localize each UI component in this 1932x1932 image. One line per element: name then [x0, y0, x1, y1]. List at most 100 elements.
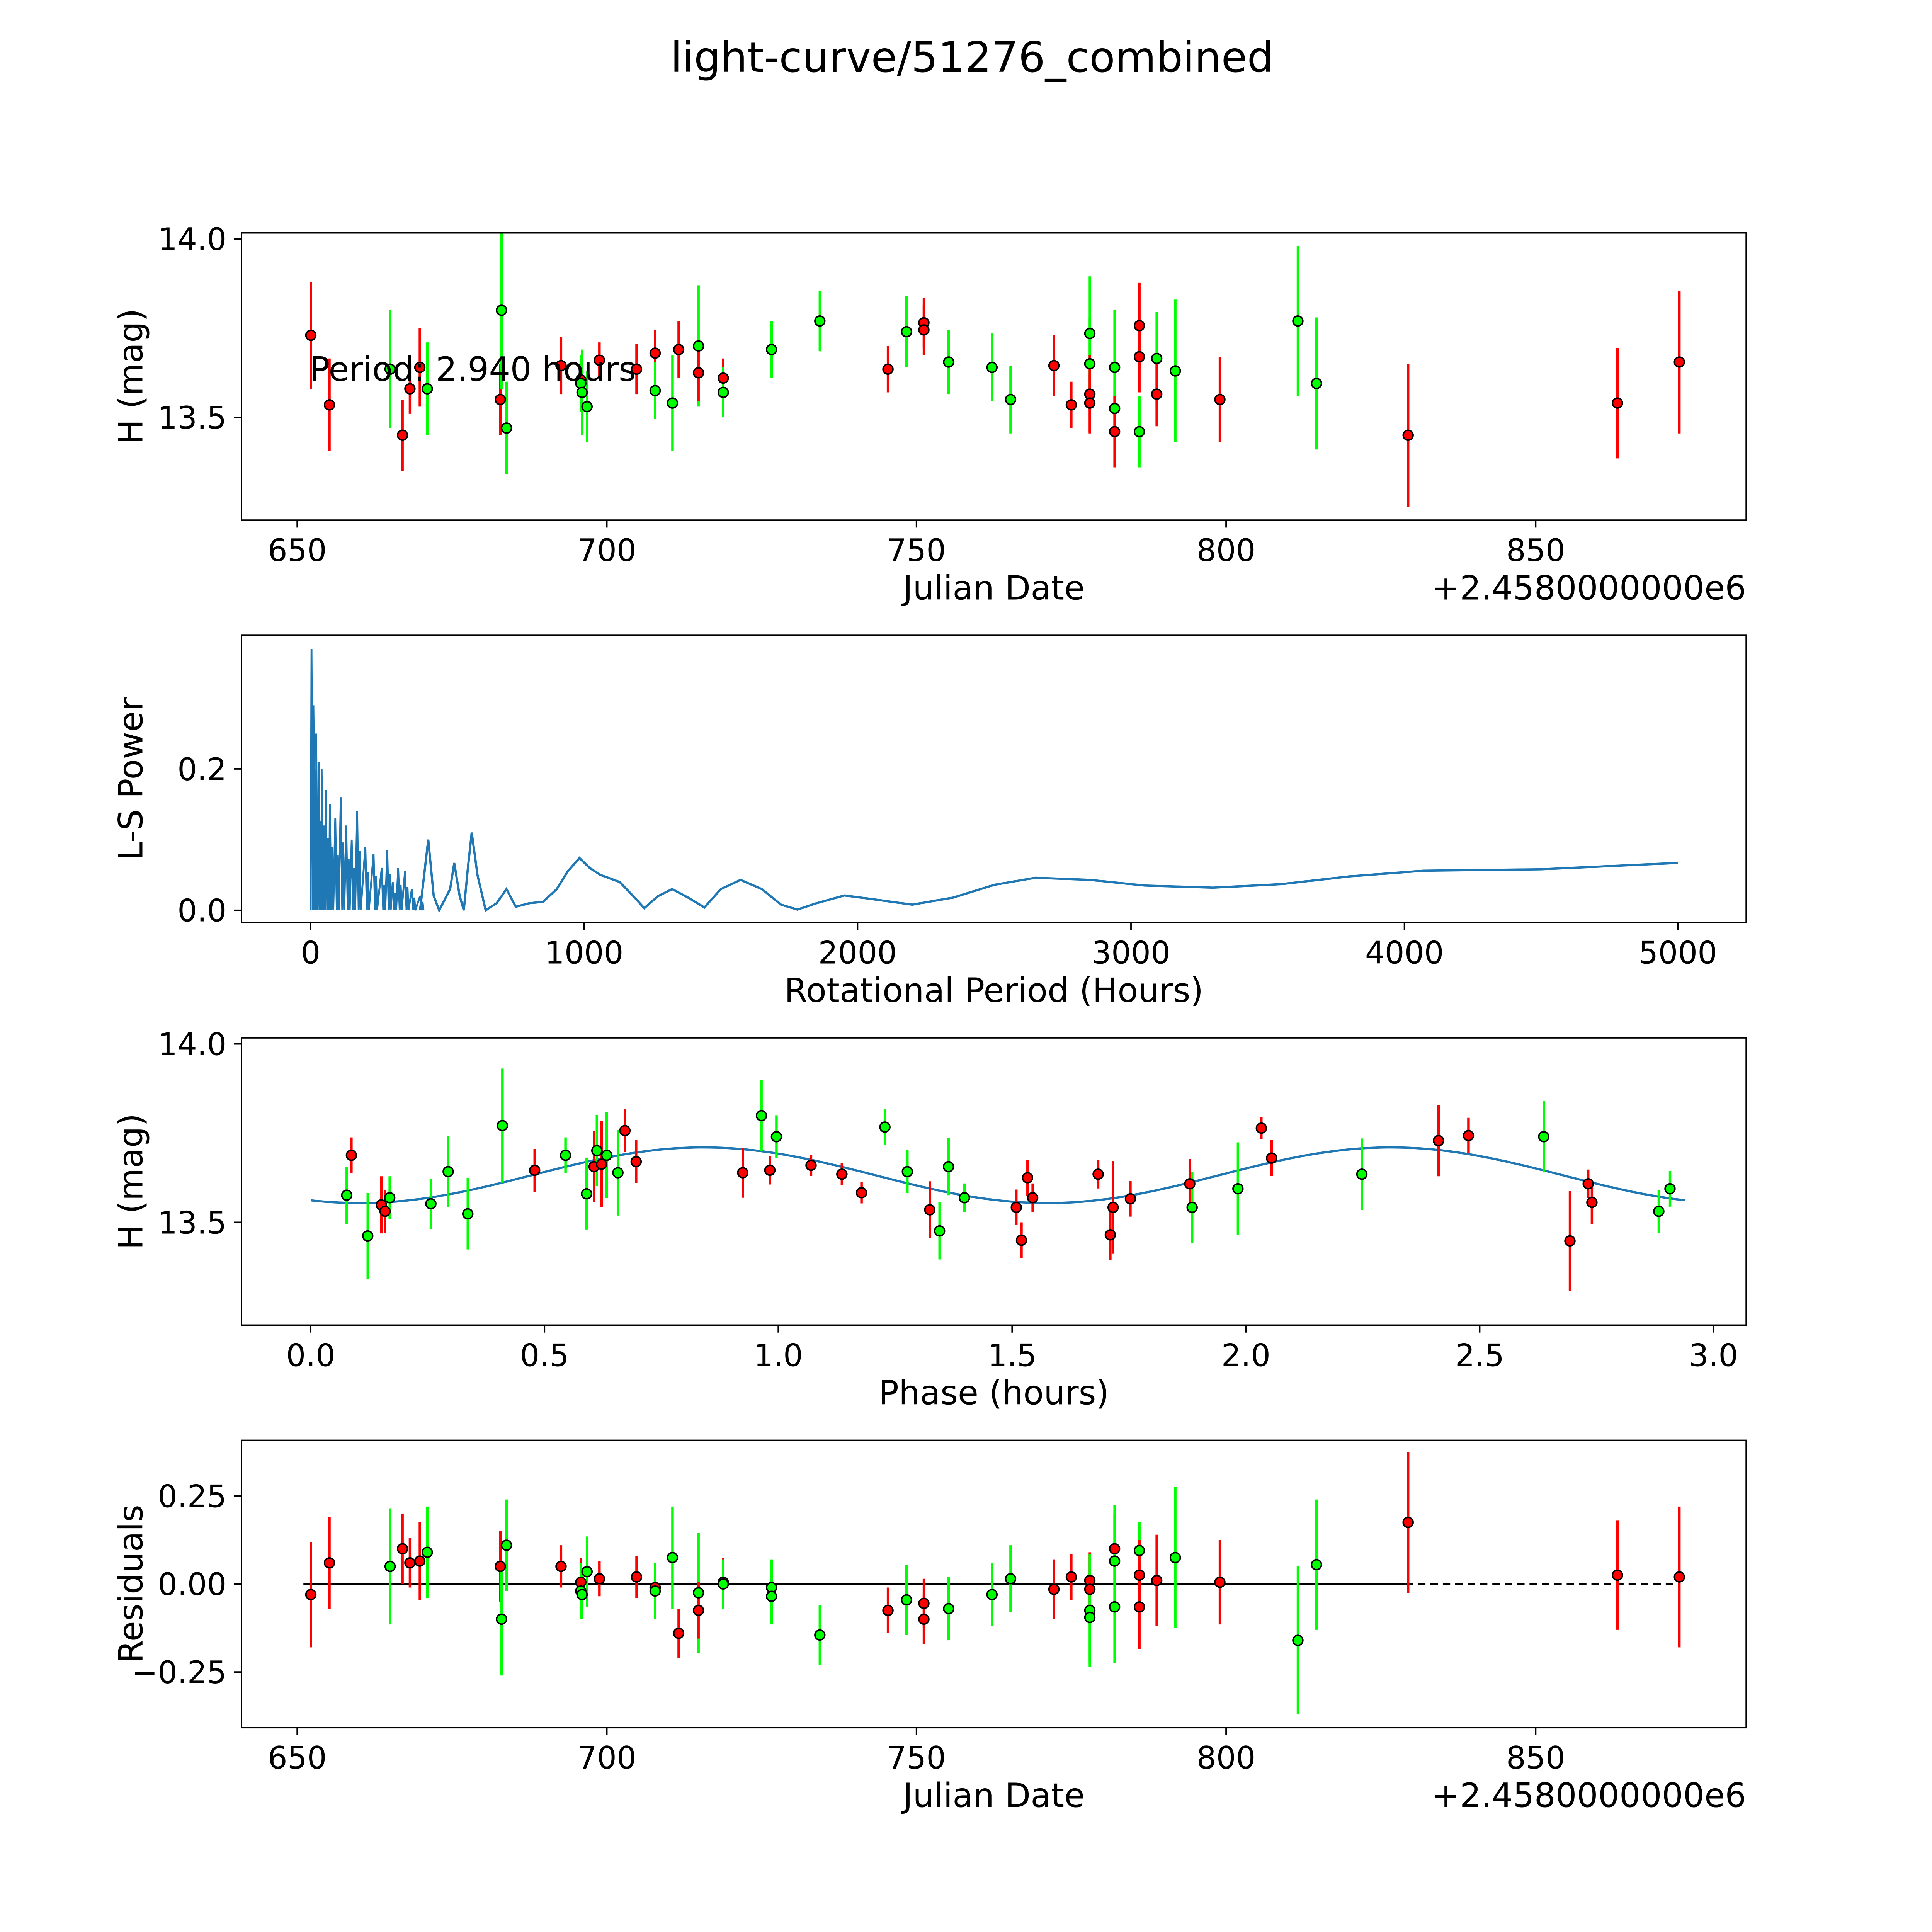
data-point	[1005, 1573, 1017, 1585]
data-point	[396, 429, 408, 441]
data-point	[1292, 315, 1304, 327]
x-tick-label: 4000	[1365, 935, 1444, 971]
data-point	[362, 1230, 374, 1242]
data-point	[1612, 397, 1623, 409]
data-point	[764, 1164, 776, 1176]
data-point	[901, 1166, 913, 1178]
data-point	[1015, 1234, 1027, 1246]
data-point	[1433, 1135, 1444, 1146]
data-point	[737, 1167, 749, 1179]
data-point	[384, 363, 396, 375]
data-point	[379, 1206, 391, 1217]
data-point	[1084, 358, 1096, 370]
data-point	[718, 386, 729, 398]
data-point	[1266, 1152, 1277, 1164]
data-point	[918, 324, 930, 336]
x-axis-label: Phase (hours)	[879, 1374, 1109, 1413]
data-point	[497, 1120, 509, 1131]
data-point	[667, 397, 679, 409]
y-tick-label: 13.5	[158, 1205, 226, 1241]
data-point	[1612, 1569, 1623, 1581]
data-point	[1356, 1168, 1368, 1180]
data-point	[986, 362, 998, 373]
x-axis-label: Julian Date	[901, 1776, 1085, 1815]
data-point	[1582, 1178, 1594, 1190]
data-point	[1107, 1201, 1119, 1213]
data-point	[836, 1168, 848, 1180]
data-point	[631, 1571, 643, 1583]
data-point	[619, 1125, 631, 1136]
data-point	[596, 1158, 607, 1170]
data-point	[1109, 426, 1121, 437]
periodogram-line	[419, 832, 1678, 913]
data-point	[673, 1628, 685, 1639]
x-tick-label: 850	[1506, 1740, 1565, 1776]
data-point	[882, 363, 894, 375]
data-point	[581, 1188, 592, 1200]
data-point	[576, 386, 588, 398]
data-point	[1214, 1577, 1226, 1588]
data-point	[918, 1597, 930, 1609]
data-point	[805, 1159, 817, 1171]
data-point	[594, 1573, 605, 1585]
data-point	[501, 422, 512, 434]
axes-frame	[241, 1037, 1747, 1326]
data-point	[396, 1543, 408, 1554]
y-axis-label: H (mag)	[112, 308, 151, 444]
data-point	[814, 1629, 826, 1641]
data-point	[770, 1131, 782, 1143]
data-point	[384, 1561, 396, 1572]
data-point	[942, 1161, 954, 1173]
data-point	[1109, 1601, 1121, 1613]
x-tick-label: 1000	[545, 935, 624, 971]
data-point	[631, 363, 643, 375]
data-point	[581, 401, 593, 413]
data-point	[630, 1156, 642, 1168]
x-tick-label: 700	[577, 1740, 636, 1776]
data-point	[1564, 1235, 1576, 1247]
data-point	[1065, 399, 1077, 411]
data-point	[495, 394, 506, 405]
data-point	[1255, 1122, 1267, 1134]
y-tick-label: 14.0	[158, 221, 226, 257]
data-point	[560, 1150, 571, 1161]
data-point	[1084, 397, 1096, 409]
y-tick-label: 13.5	[158, 400, 226, 436]
data-point	[576, 1588, 588, 1600]
data-point	[901, 326, 912, 338]
x-axis-label: Rotational Period (Hours)	[784, 971, 1204, 1010]
data-point	[422, 1546, 433, 1558]
data-point	[1402, 429, 1414, 441]
data-point	[495, 1561, 506, 1572]
y-tick-label: 14.0	[158, 1026, 226, 1062]
data-point	[692, 340, 704, 352]
data-point	[934, 1225, 946, 1237]
x-tick-label: 750	[887, 1740, 946, 1776]
data-point	[814, 315, 826, 327]
period-annotation: Period: 2.940 hours	[310, 350, 636, 389]
data-point	[667, 1552, 679, 1563]
data-point	[1133, 320, 1145, 332]
data-point	[1169, 1552, 1181, 1563]
data-point	[591, 1145, 603, 1156]
data-point	[943, 356, 954, 368]
data-point	[986, 1588, 998, 1600]
data-point	[1124, 1193, 1136, 1205]
data-point	[1151, 1575, 1163, 1586]
data-point	[345, 1150, 357, 1161]
data-point	[1005, 394, 1017, 405]
x-tick-label: 2000	[818, 935, 897, 971]
data-point	[1109, 1555, 1121, 1567]
data-point	[882, 1604, 894, 1616]
data-point	[879, 1121, 891, 1133]
data-point	[529, 1164, 541, 1176]
data-point	[1151, 388, 1163, 400]
x-offset-label: +2.4580000000e6	[1432, 569, 1746, 607]
data-point	[414, 362, 426, 373]
y-tick-label: 0.25	[158, 1478, 226, 1514]
x-tick-label: 800	[1197, 1740, 1256, 1776]
x-tick-label: 700	[577, 532, 636, 568]
y-axis-label: L-S Power	[112, 697, 151, 861]
